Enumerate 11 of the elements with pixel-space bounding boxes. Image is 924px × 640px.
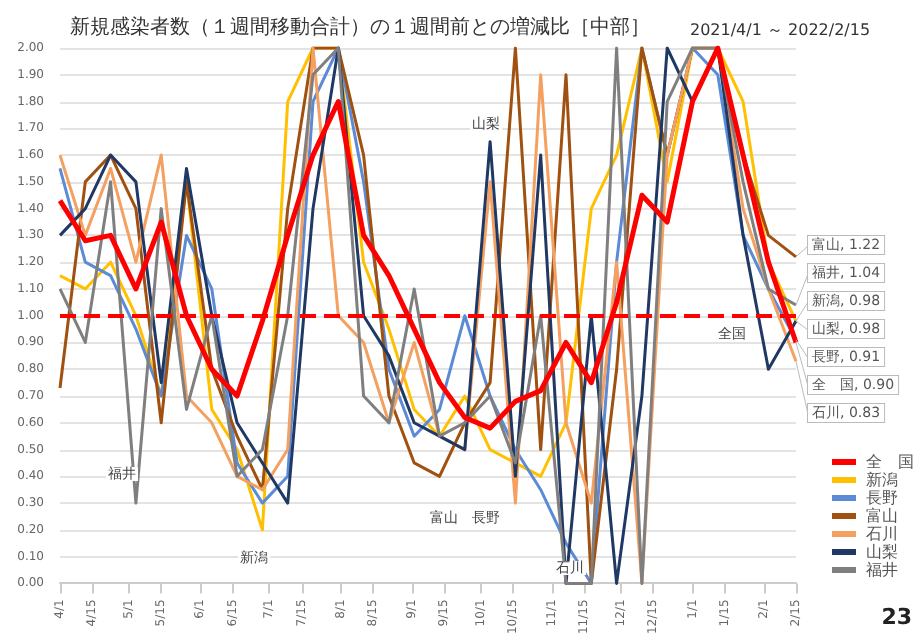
text: 23 bbox=[881, 604, 913, 630]
legend-label: 新潟 bbox=[866, 471, 898, 489]
legend-label: 全 国 bbox=[866, 453, 914, 471]
legend-label: 長野 bbox=[866, 489, 898, 507]
legend-label: 石川 bbox=[866, 525, 898, 543]
legend-label: 福井 bbox=[866, 561, 898, 579]
chart-title: 新規感染者数（１週間移動合計）の１週間前との増減比［中部］ bbox=[70, 15, 650, 39]
legend-label: 富山 bbox=[866, 507, 898, 525]
line-series bbox=[57, 45, 799, 431]
legend-label: 山梨 bbox=[866, 543, 898, 561]
chart-subtitle: 2021/4/1 ～ 2022/2/15 bbox=[690, 21, 871, 39]
